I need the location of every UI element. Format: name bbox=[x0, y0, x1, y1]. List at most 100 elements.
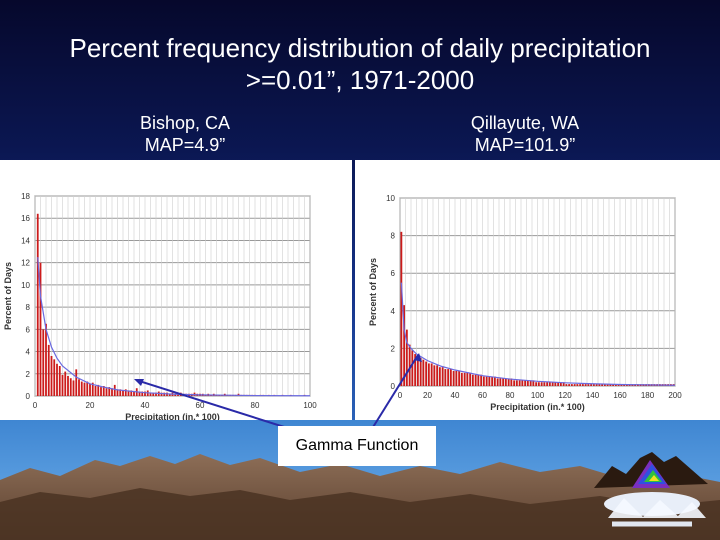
bar bbox=[105, 388, 108, 396]
x-axis-label: Precipitation (in.* 100) bbox=[490, 402, 585, 412]
bar bbox=[133, 391, 135, 396]
gamma-fit-line bbox=[400, 282, 676, 386]
x-tick-label: 60 bbox=[478, 391, 487, 400]
x-tick-label: 20 bbox=[86, 401, 95, 410]
quillayute-chart-panel: 0 2 4 6 8 10 0 20 40 60 80 100 120 140 160 180 200 Precip… bbox=[355, 160, 720, 430]
bar bbox=[529, 380, 532, 386]
x-tick-label: 100 bbox=[303, 401, 317, 410]
x-tick-label: 80 bbox=[506, 391, 515, 400]
bar bbox=[127, 390, 130, 396]
bar bbox=[414, 354, 417, 386]
bar bbox=[441, 367, 444, 386]
y-tick-label: 8 bbox=[391, 232, 396, 241]
bishop-chart-panel: 0 2 4 6 8 10 12 14 16 18 0 20 40 60 80 100 Precipitation… bbox=[0, 160, 352, 430]
bar bbox=[595, 384, 598, 386]
bar bbox=[463, 372, 466, 386]
x-tick-label: 60 bbox=[196, 401, 205, 410]
bar bbox=[80, 381, 83, 396]
bar bbox=[581, 384, 584, 386]
bar bbox=[444, 369, 447, 386]
bar bbox=[427, 363, 430, 386]
title-line-1: Percent frequency distribution of daily … bbox=[69, 33, 651, 63]
bar bbox=[537, 382, 540, 386]
bar bbox=[408, 344, 411, 386]
bar bbox=[64, 371, 67, 396]
bar bbox=[447, 369, 450, 386]
x-tick-label: 140 bbox=[586, 391, 600, 400]
bar bbox=[400, 231, 403, 386]
bar bbox=[513, 380, 516, 386]
bar bbox=[493, 376, 496, 386]
bar bbox=[425, 361, 428, 386]
bar bbox=[452, 370, 455, 386]
y-tick-label: 2 bbox=[391, 344, 396, 353]
right-station-label: Qillayute, WA MAP=101.9” bbox=[440, 112, 610, 156]
bar bbox=[551, 382, 554, 386]
y-tick-label: 14 bbox=[21, 236, 30, 245]
y-tick-label: 12 bbox=[21, 259, 30, 268]
y-tick-label: 4 bbox=[391, 307, 396, 316]
bar bbox=[480, 374, 483, 386]
x-tick-label: 40 bbox=[451, 391, 460, 400]
title-line-2: >=0.01”, 1971-2000 bbox=[245, 65, 475, 95]
bar bbox=[119, 389, 122, 396]
y-tick-label: 6 bbox=[26, 325, 31, 334]
left-station-label: Bishop, CA MAP=4.9” bbox=[110, 112, 260, 156]
y-tick-label: 0 bbox=[391, 382, 396, 391]
x-tick-label: 20 bbox=[423, 391, 432, 400]
bar bbox=[554, 382, 557, 386]
bar bbox=[504, 378, 507, 386]
y-tick-label: 4 bbox=[26, 348, 31, 357]
bar bbox=[42, 329, 45, 396]
bar bbox=[612, 384, 615, 386]
bar bbox=[601, 384, 604, 386]
bar bbox=[546, 382, 549, 386]
bar bbox=[403, 305, 406, 386]
bar bbox=[39, 262, 42, 396]
bar bbox=[45, 323, 47, 396]
right-station-map: MAP=101.9” bbox=[474, 135, 576, 155]
bar bbox=[36, 213, 39, 396]
bar bbox=[69, 378, 72, 396]
bar bbox=[72, 380, 75, 396]
bar bbox=[422, 359, 425, 386]
bar bbox=[474, 374, 477, 386]
bar bbox=[124, 389, 127, 396]
x-tick-label: 200 bbox=[668, 391, 682, 400]
bar bbox=[617, 384, 620, 386]
bar bbox=[565, 384, 568, 386]
bar bbox=[111, 388, 113, 396]
left-station-name: Bishop, CA bbox=[139, 113, 231, 133]
bar bbox=[436, 365, 439, 386]
bar bbox=[482, 376, 485, 386]
y-tick-label: 10 bbox=[386, 194, 395, 203]
bar bbox=[485, 376, 488, 386]
bar bbox=[471, 374, 474, 386]
slide-title: Percent frequency distribution of daily … bbox=[0, 32, 720, 96]
bar bbox=[47, 344, 50, 396]
bar bbox=[78, 379, 80, 396]
y-tick-label: 8 bbox=[26, 303, 31, 312]
bar bbox=[460, 372, 463, 386]
bar bbox=[108, 387, 111, 396]
right-station-name: Qillayute, WA bbox=[470, 113, 580, 133]
bar bbox=[56, 363, 58, 396]
bar bbox=[568, 384, 571, 386]
bar bbox=[433, 365, 436, 386]
bar bbox=[562, 382, 565, 386]
bar bbox=[559, 382, 562, 386]
bar bbox=[557, 382, 560, 386]
bar bbox=[89, 383, 91, 396]
bar bbox=[579, 384, 582, 386]
bar bbox=[50, 356, 53, 396]
bar bbox=[515, 380, 518, 386]
bar bbox=[449, 369, 452, 386]
y-tick-label: 2 bbox=[26, 370, 31, 379]
bar bbox=[496, 378, 499, 386]
bar bbox=[97, 384, 100, 396]
bar bbox=[540, 382, 543, 386]
bar bbox=[510, 378, 513, 386]
bar bbox=[592, 384, 595, 386]
